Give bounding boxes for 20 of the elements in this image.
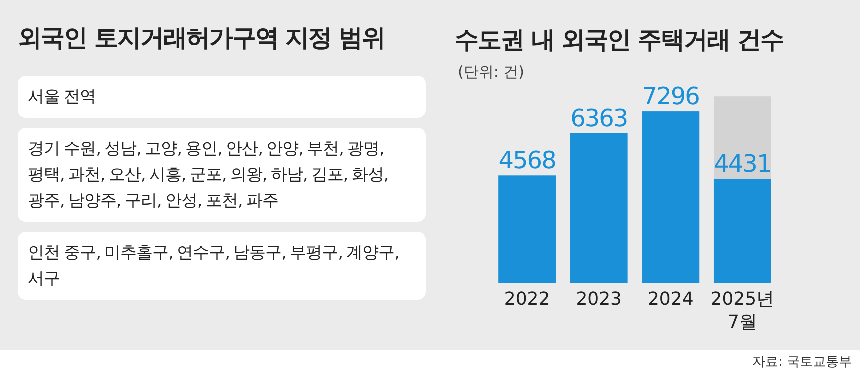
data-label: 7296 bbox=[642, 82, 700, 111]
data-label: 4431 bbox=[714, 150, 772, 178]
text: 서울 전역 bbox=[18, 76, 426, 118]
bar bbox=[642, 112, 700, 283]
x-tick-label: 2022 bbox=[504, 289, 550, 310]
bar bbox=[714, 96, 772, 179]
text: 경기 수원, 성남, 고양, 용인, 안산, 안양, 부천, 광명, 평택, 과천, 오산, 시흥, 군포, 의왕, 하남, 김포, 화성, 광주, 남양주, 구리, 안성, 포천, 파주 bbox=[18, 128, 426, 222]
chart-subtitle: (단위: 건) bbox=[458, 63, 525, 81]
chart-title: 수도권 내 외국인 주택거래 건수 bbox=[455, 26, 784, 54]
bar bbox=[498, 176, 556, 283]
bar bbox=[570, 133, 628, 283]
x-tick-label: 2023 bbox=[576, 289, 622, 310]
x-tick-label: 2025년 7월 bbox=[710, 289, 775, 333]
text: 외국인 토지거래허가구역 지정 범위 bbox=[18, 23, 386, 54]
x-tick-label: 2024 bbox=[648, 289, 694, 310]
data-label: 4568 bbox=[498, 146, 556, 175]
text: 자료: 국토교통부 bbox=[752, 354, 852, 371]
text: 인천 중구, 미추홀구, 연수구, 남동구, 부평구, 계양구, 서구 bbox=[18, 232, 426, 300]
bar bbox=[714, 178, 772, 283]
data-label: 6363 bbox=[570, 104, 628, 132]
